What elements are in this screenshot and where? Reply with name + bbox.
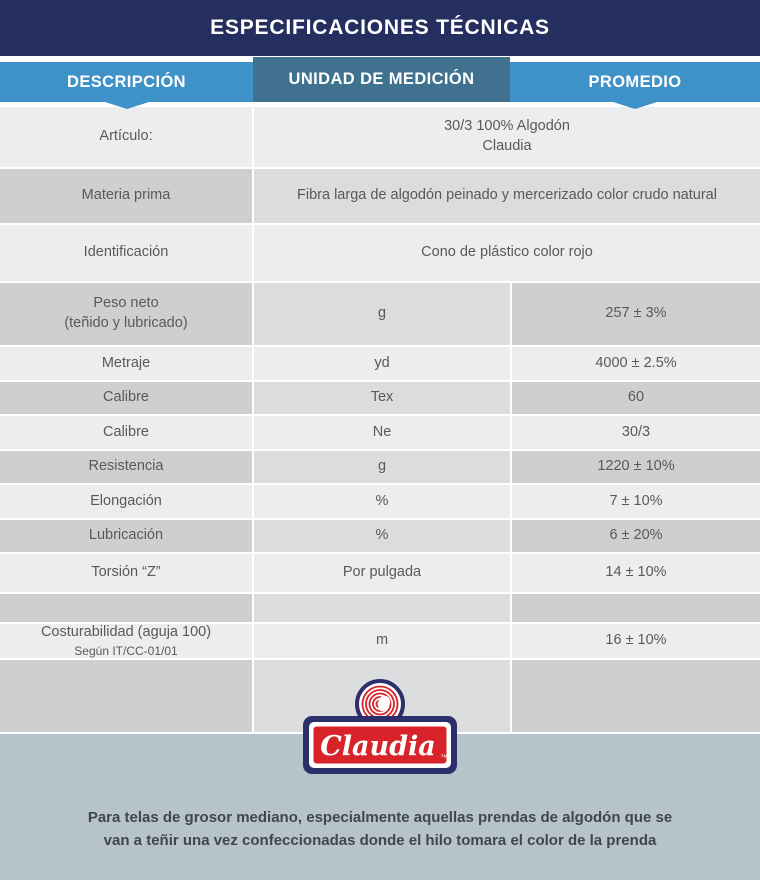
trademark-symbol: ™: [440, 753, 448, 762]
claudia-logo: Claudia ™: [294, 672, 466, 778]
table-row-resistencia: Resistencia g 1220 ± 10%: [0, 451, 760, 483]
value-cell: Fibra larga de algodón peinado y merceri…: [254, 169, 760, 223]
avg-cell: 4000 ± 2.5%: [512, 347, 760, 380]
column-header-descripcion: DESCRIPCIÓN: [0, 62, 253, 102]
table-row-torsion-z: Torsión “Z” Por pulgada 14 ± 10%: [0, 554, 760, 592]
footer-text: Para telas de grosor mediano, especialme…: [0, 806, 760, 853]
table-row-metraje: Metraje yd 4000 ± 2.5%: [0, 347, 760, 380]
table-row-identificacion: Identificación Cono de plástico color ro…: [0, 225, 760, 281]
page-title: ESPECIFICACIONES TÉCNICAS: [210, 16, 550, 39]
avg-cell: 16 ± 10%: [512, 624, 760, 658]
unit-cell: %: [254, 485, 510, 518]
desc-cell: Resistencia: [0, 451, 252, 483]
desc-cell: Lubricación: [0, 520, 252, 552]
unit-cell: Ne: [254, 416, 510, 449]
unit-cell: yd: [254, 347, 510, 380]
desc-cell: Materia prima: [0, 169, 252, 223]
table-row-peso-neto: Peso neto (teñido y lubricado) g 257 ± 3…: [0, 283, 760, 345]
table-row-calibre-ne: Calibre Ne 30/3: [0, 416, 760, 449]
brand-wordmark: Claudia: [320, 731, 436, 762]
desc-cell: Torsión “Z”: [0, 554, 252, 592]
avg-cell: 6 ± 20%: [512, 520, 760, 552]
table-row-elongacion: Elongación % 7 ± 10%: [0, 485, 760, 518]
avg-cell: 257 ± 3%: [512, 283, 760, 345]
column-header-unidad-de-medicion: UNIDAD DE MEDICIÓN: [253, 57, 510, 102]
value-cell: 30/3 100% Algodón Claudia: [254, 107, 760, 167]
desc-cell: Calibre: [0, 416, 252, 449]
desc-cell: Metraje: [0, 347, 252, 380]
spec-table: Artículo: 30/3 100% Algodón Claudia Mate…: [0, 107, 760, 734]
title-bar: ESPECIFICACIONES TÉCNICAS: [0, 0, 760, 56]
desc-cell: Calibre: [0, 382, 252, 414]
value-cell: Cono de plástico color rojo: [254, 225, 760, 281]
unit-cell: %: [254, 520, 510, 552]
desc-cell: Artículo:: [0, 107, 252, 167]
unit-cell: g: [254, 451, 510, 483]
spool-highlight: [378, 695, 391, 712]
claudia-logo-badge: Claudia ™: [303, 679, 457, 774]
column-header-promedio: PROMEDIO: [510, 62, 760, 102]
desc-cell: Elongación: [0, 485, 252, 518]
table-row-lubricacion: Lubricación % 6 ± 20%: [0, 520, 760, 552]
badge-plate: Claudia ™: [303, 716, 457, 774]
avg-cell: 1220 ± 10%: [512, 451, 760, 483]
unit-cell: Tex: [254, 382, 510, 414]
avg-cell: 7 ± 10%: [512, 485, 760, 518]
table-row-spacer: [0, 594, 760, 622]
footer-line-1: Para telas de grosor mediano, especialme…: [87, 809, 673, 826]
table-row-articulo: Artículo: 30/3 100% Algodón Claudia: [0, 107, 760, 167]
table-header-row: DESCRIPCIÓN UNIDAD DE MEDICIÓN PROMEDIO: [0, 56, 760, 102]
table-row-materia-prima: Materia prima Fibra larga de algodón pei…: [0, 169, 760, 223]
desc-cell: Costurabilidad (aguja 100) Según IT/CC-0…: [0, 624, 252, 658]
desc-cell: Identificación: [0, 225, 252, 281]
unit-cell: m: [254, 624, 510, 658]
avg-cell: 60: [512, 382, 760, 414]
unit-cell: Por pulgada: [254, 554, 510, 592]
avg-cell: 30/3: [512, 416, 760, 449]
table-row-calibre-tex: Calibre Tex 60: [0, 382, 760, 414]
unit-cell: g: [254, 283, 510, 345]
avg-cell: 14 ± 10%: [512, 554, 760, 592]
desc-cell: Peso neto (teñido y lubricado): [0, 283, 252, 345]
footer-line-2: van a teñir una vez confeccionadas donde…: [103, 832, 657, 850]
table-row-costurabilidad: Costurabilidad (aguja 100) Según IT/CC-0…: [0, 624, 760, 658]
